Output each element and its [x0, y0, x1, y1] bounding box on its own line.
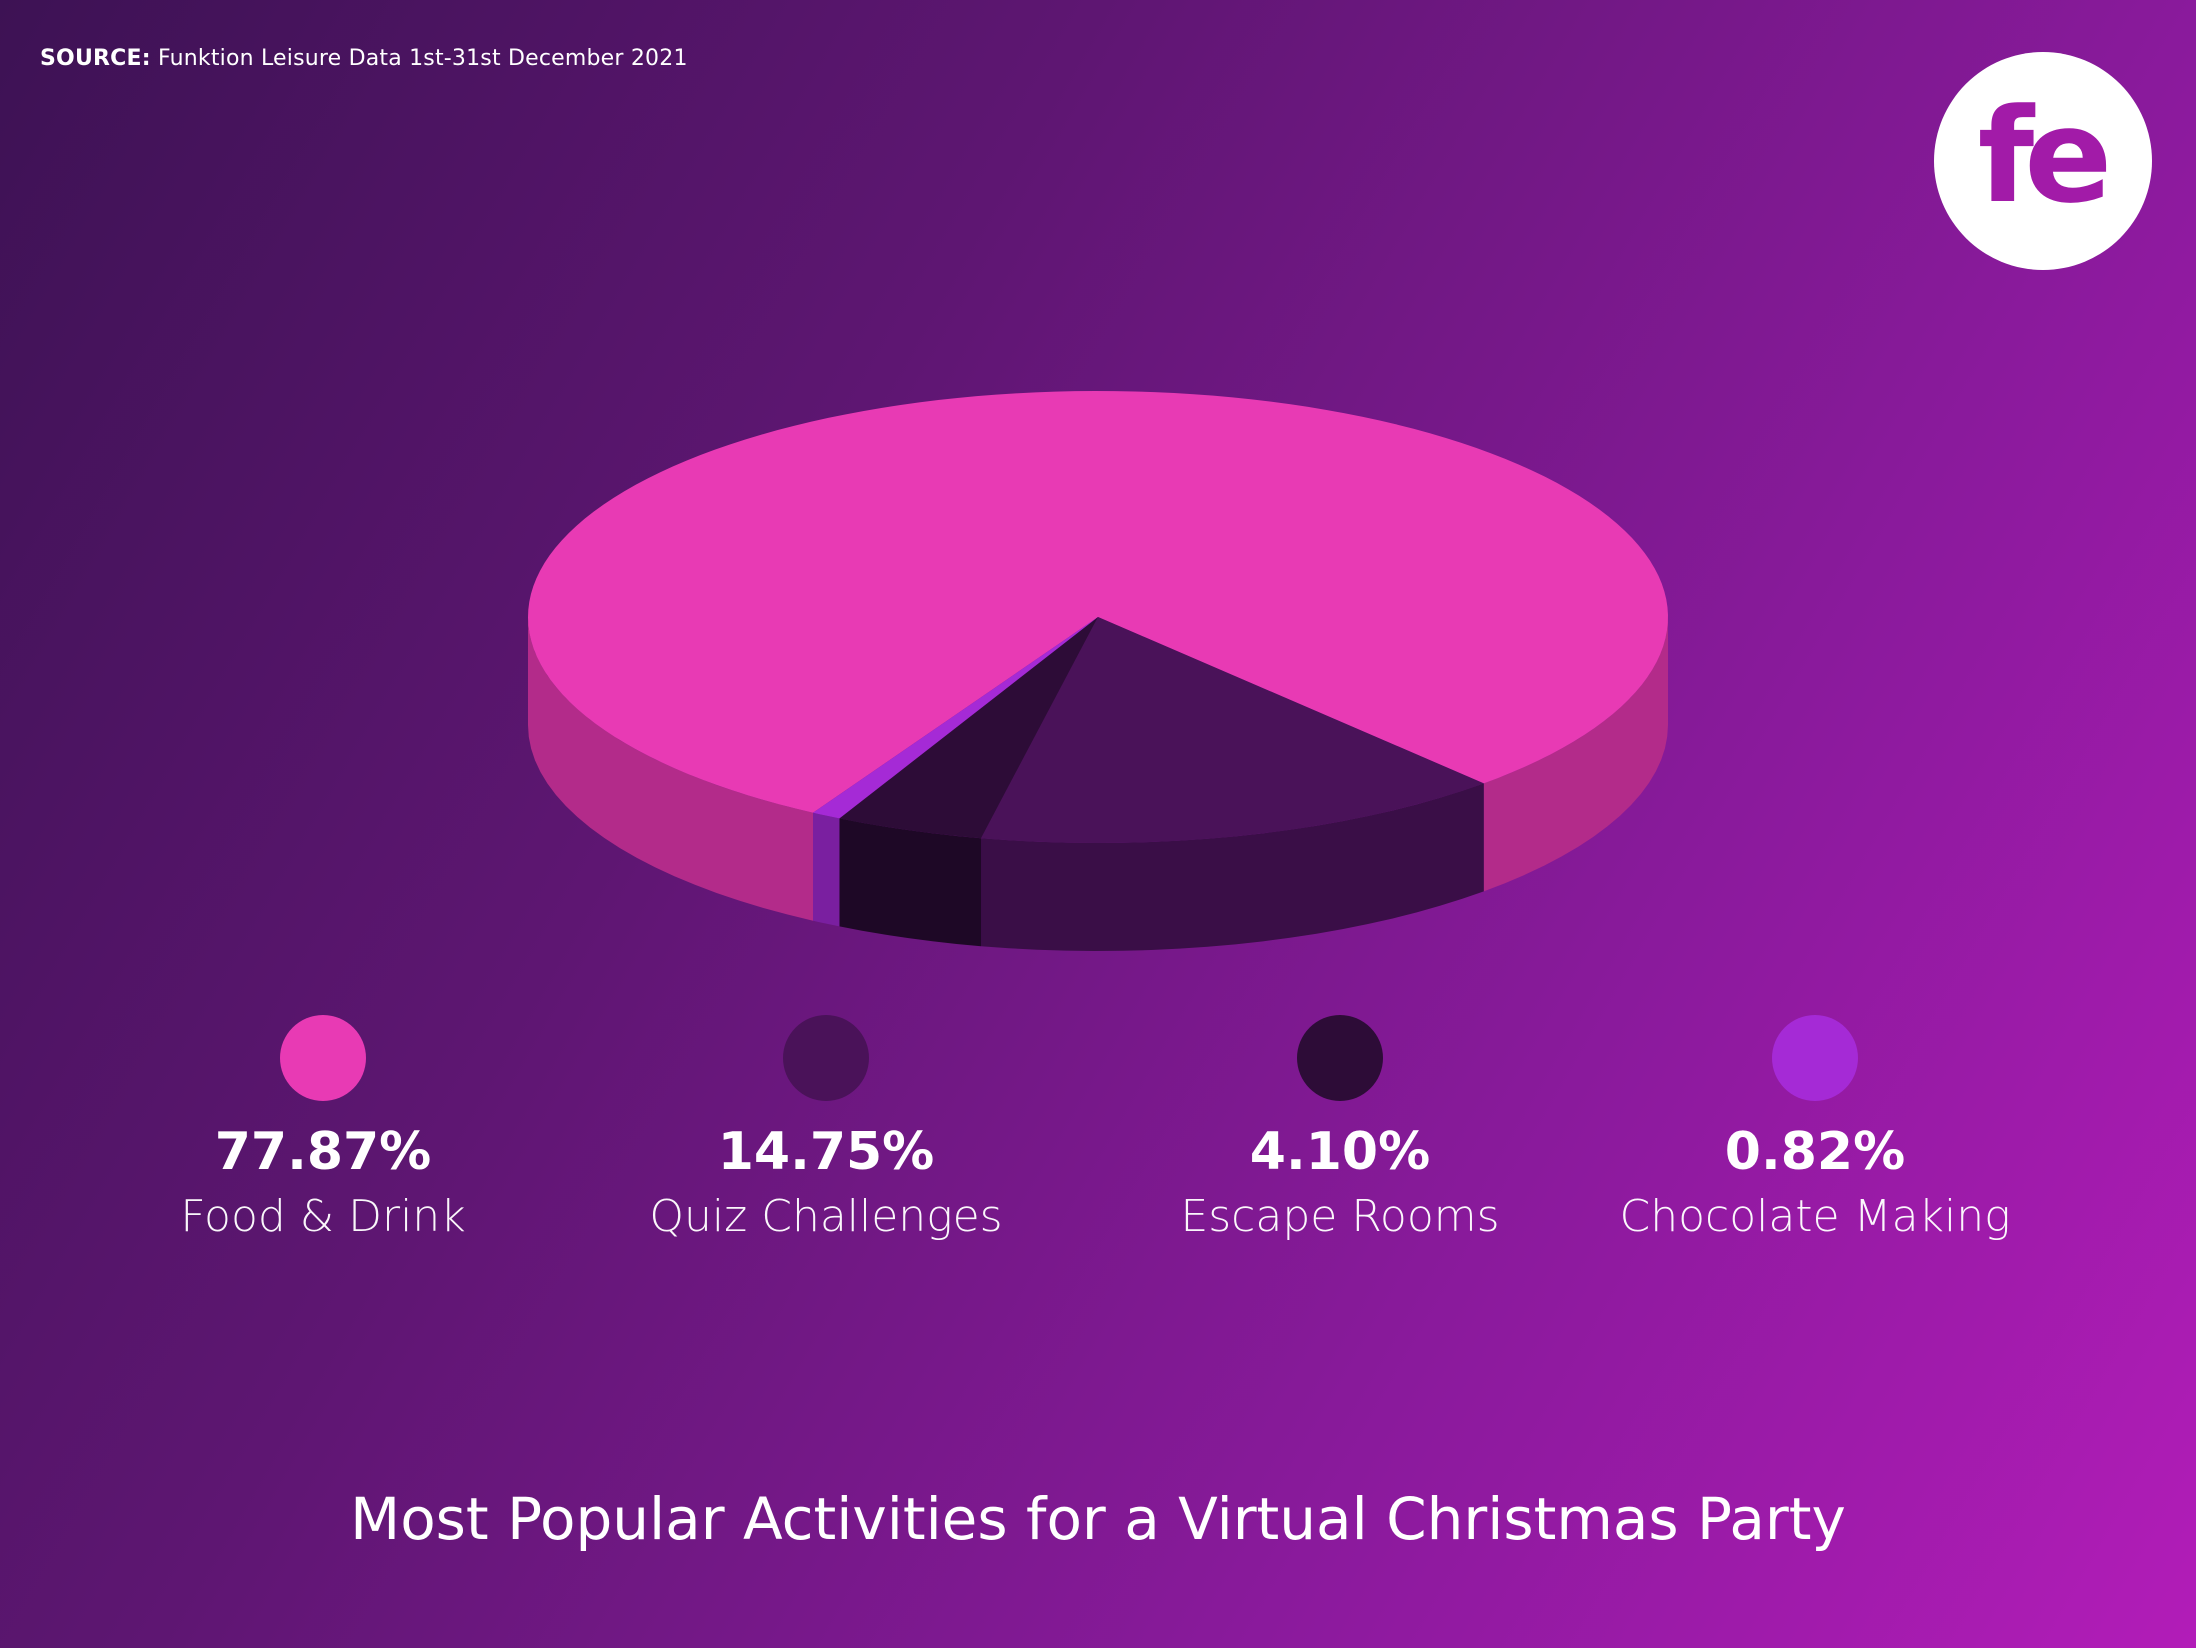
- legend-item-escape-rooms: 4.10% Escape Rooms: [1100, 1015, 1580, 1244]
- legend-item-food-drink: 77.87% Food & Drink: [83, 1015, 563, 1244]
- chart-title: Most Popular Activities for a Virtual Ch…: [350, 1485, 1846, 1553]
- legend-label-chocolate-making: Chocolate Making: [1619, 1191, 2011, 1243]
- source-note: SOURCE: Funktion Leisure Data 1st-31st D…: [40, 46, 688, 71]
- chart-legend: 77.87% Food & Drink 14.75% Quiz Challenges 4…: [0, 1015, 2196, 1285]
- logo-text: fe: [1977, 80, 2113, 232]
- fe-logo-icon: fe: [1934, 52, 2152, 270]
- legend-swatch-food-drink: [280, 1015, 366, 1101]
- legend-swatch-quiz-challenges: [783, 1015, 869, 1101]
- pie-slice-quiz-challenges: [981, 617, 1484, 843]
- pie-slice-side-escape-rooms: [839, 818, 982, 947]
- pie-slice-chocolate-making: [813, 617, 1098, 819]
- legend-value-escape-rooms: 4.10%: [1249, 1122, 1431, 1182]
- legend-label-food-drink: Food & Drink: [180, 1191, 466, 1243]
- legend-swatch-escape-rooms: [1297, 1015, 1383, 1101]
- legend-swatch-chocolate-making: [1772, 1015, 1858, 1101]
- legend-value-food-drink: 77.87%: [214, 1122, 432, 1182]
- pie-slice-escape-rooms: [839, 617, 1098, 839]
- legend-label-escape-rooms: Escape Rooms: [1180, 1191, 1500, 1243]
- pie-slice-side-quiz-challenges: [981, 783, 1484, 951]
- legend-value-quiz-challenges: 14.75%: [717, 1122, 935, 1182]
- source-label: SOURCE:: [40, 46, 151, 71]
- legend-value-chocolate-making: 0.82%: [1724, 1122, 1906, 1182]
- legend-item-chocolate-making: 0.82% Chocolate Making: [1575, 1015, 2055, 1244]
- pie-slice-food-drink: [528, 391, 1668, 813]
- source-text: Funktion Leisure Data 1st-31st December …: [157, 46, 688, 71]
- pie-slice-side-chocolate-making: [813, 812, 840, 927]
- legend-item-quiz-challenges: 14.75% Quiz Challenges: [586, 1015, 1066, 1244]
- legend-label-quiz-challenges: Quiz Challenges: [649, 1191, 1003, 1243]
